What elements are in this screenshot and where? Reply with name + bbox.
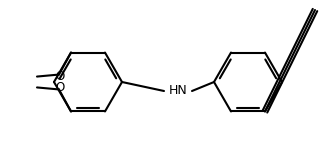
Text: HN: HN [169, 84, 187, 97]
Text: O: O [55, 70, 65, 83]
Text: O: O [55, 81, 65, 94]
